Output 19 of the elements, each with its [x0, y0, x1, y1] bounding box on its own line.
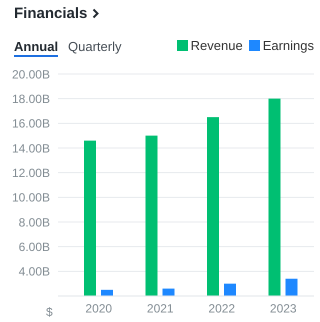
legend-label: Revenue — [190, 38, 243, 53]
y-tick-label: 12.00B — [12, 166, 50, 180]
y-tick-label: 10.00B — [12, 190, 50, 205]
x-tick-label: 2020 — [85, 302, 112, 316]
x-tick-label: 2023 — [270, 302, 297, 316]
y-tick-label: 20.00B — [12, 67, 50, 82]
y-tick-label: 4.00B — [18, 264, 50, 279]
text: $ — [46, 305, 53, 319]
text: Quarterly — [68, 39, 122, 54]
x-tick-label: 2022 — [208, 302, 236, 316]
text: Annual — [14, 39, 58, 57]
y-tick-label: 8.00B — [18, 215, 50, 230]
y-tick-label: 14.00B — [12, 141, 50, 156]
chart-title: Financials — [14, 5, 88, 22]
legend-label: Earnings — [262, 38, 314, 53]
x-tick-label: 2021 — [146, 302, 174, 316]
y-tick-label: 6.00B — [18, 240, 50, 254]
y-tick-label: 16.00B — [12, 116, 50, 131]
y-tick-label: 18.00B — [12, 92, 50, 106]
